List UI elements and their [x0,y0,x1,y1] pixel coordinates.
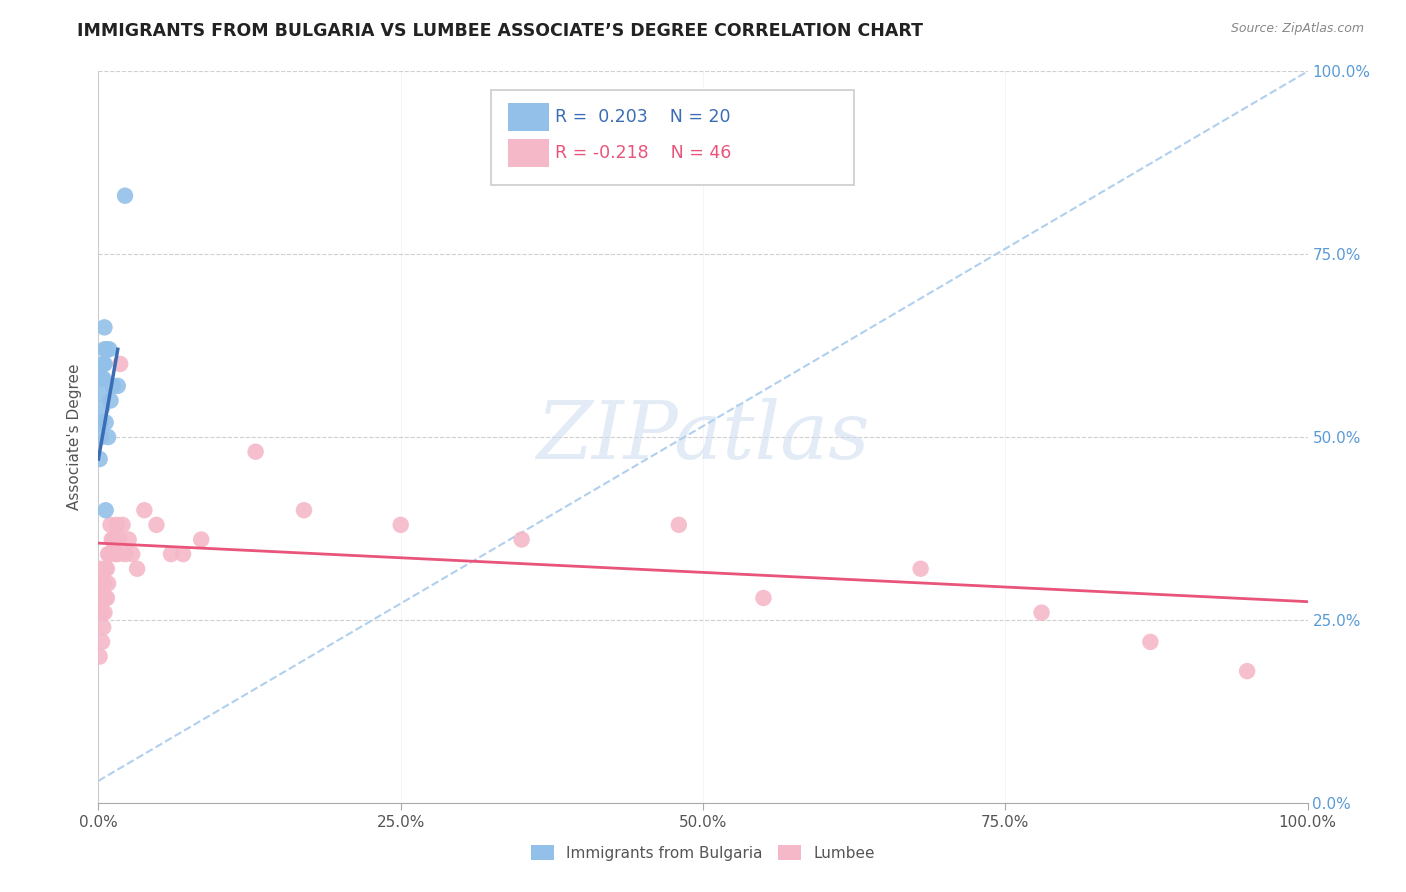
Point [104,547,127,561]
Text: R = -0.218    N = 46: R = -0.218 N = 46 [555,145,733,162]
FancyBboxPatch shape [509,139,550,167]
Point [97,430,120,444]
Point [752,591,775,605]
Y-axis label: Associate's Degree: Associate's Degree [67,364,83,510]
Point [1236,664,1258,678]
Text: IMMIGRANTS FROM BULGARIA VS LUMBEE ASSOCIATE’S DEGREE CORRELATION CHART: IMMIGRANTS FROM BULGARIA VS LUMBEE ASSOC… [77,22,924,40]
Point [145,517,167,532]
Point [96,562,118,576]
FancyBboxPatch shape [509,103,550,130]
FancyBboxPatch shape [492,90,855,185]
Point [93,606,115,620]
Point [91,591,114,605]
Point [93,343,115,357]
Point [245,444,267,458]
Text: R =  0.203    N = 20: R = 0.203 N = 20 [555,108,731,126]
Point [105,517,128,532]
Point [91,371,114,385]
Point [100,533,122,547]
Point [91,386,114,401]
Legend: Immigrants from Bulgaria, Lumbee: Immigrants from Bulgaria, Lumbee [523,837,883,868]
Point [93,576,115,591]
Point [98,547,121,561]
Point [94,562,117,576]
Point [172,547,194,561]
Point [103,533,125,547]
Point [100,517,122,532]
Point [91,606,114,620]
Point [121,547,143,561]
Point [108,533,131,547]
Point [134,503,156,517]
Point [101,533,124,547]
Point [96,591,118,605]
Point [118,533,141,547]
Point [97,576,120,591]
Point [160,547,183,561]
Point [90,416,112,430]
Point [90,430,112,444]
Point [90,562,112,576]
Point [91,371,114,385]
Point [91,401,114,415]
Point [94,503,117,517]
Point [89,452,111,467]
Point [97,547,120,561]
Point [910,562,932,576]
Point [98,343,121,357]
Point [91,635,114,649]
Point [107,379,129,393]
Point [100,393,122,408]
Point [108,357,131,371]
Point [114,547,136,561]
Point [101,379,124,393]
Point [91,620,114,634]
Point [1139,635,1161,649]
Point [90,591,112,605]
Point [510,533,533,547]
Point [107,547,129,561]
Point [114,188,136,202]
Point [292,503,315,517]
Point [89,576,111,591]
Point [668,517,690,532]
Point [111,517,134,532]
Point [96,343,118,357]
Text: Source: ZipAtlas.com: Source: ZipAtlas.com [1230,22,1364,36]
Point [94,591,117,605]
Point [1031,606,1053,620]
Point [91,357,114,371]
Point [127,562,149,576]
Point [89,649,111,664]
Text: ZIPatlas: ZIPatlas [536,399,870,475]
Point [389,517,412,532]
Point [94,416,117,430]
Point [93,320,115,334]
Point [190,533,212,547]
Point [93,357,115,371]
